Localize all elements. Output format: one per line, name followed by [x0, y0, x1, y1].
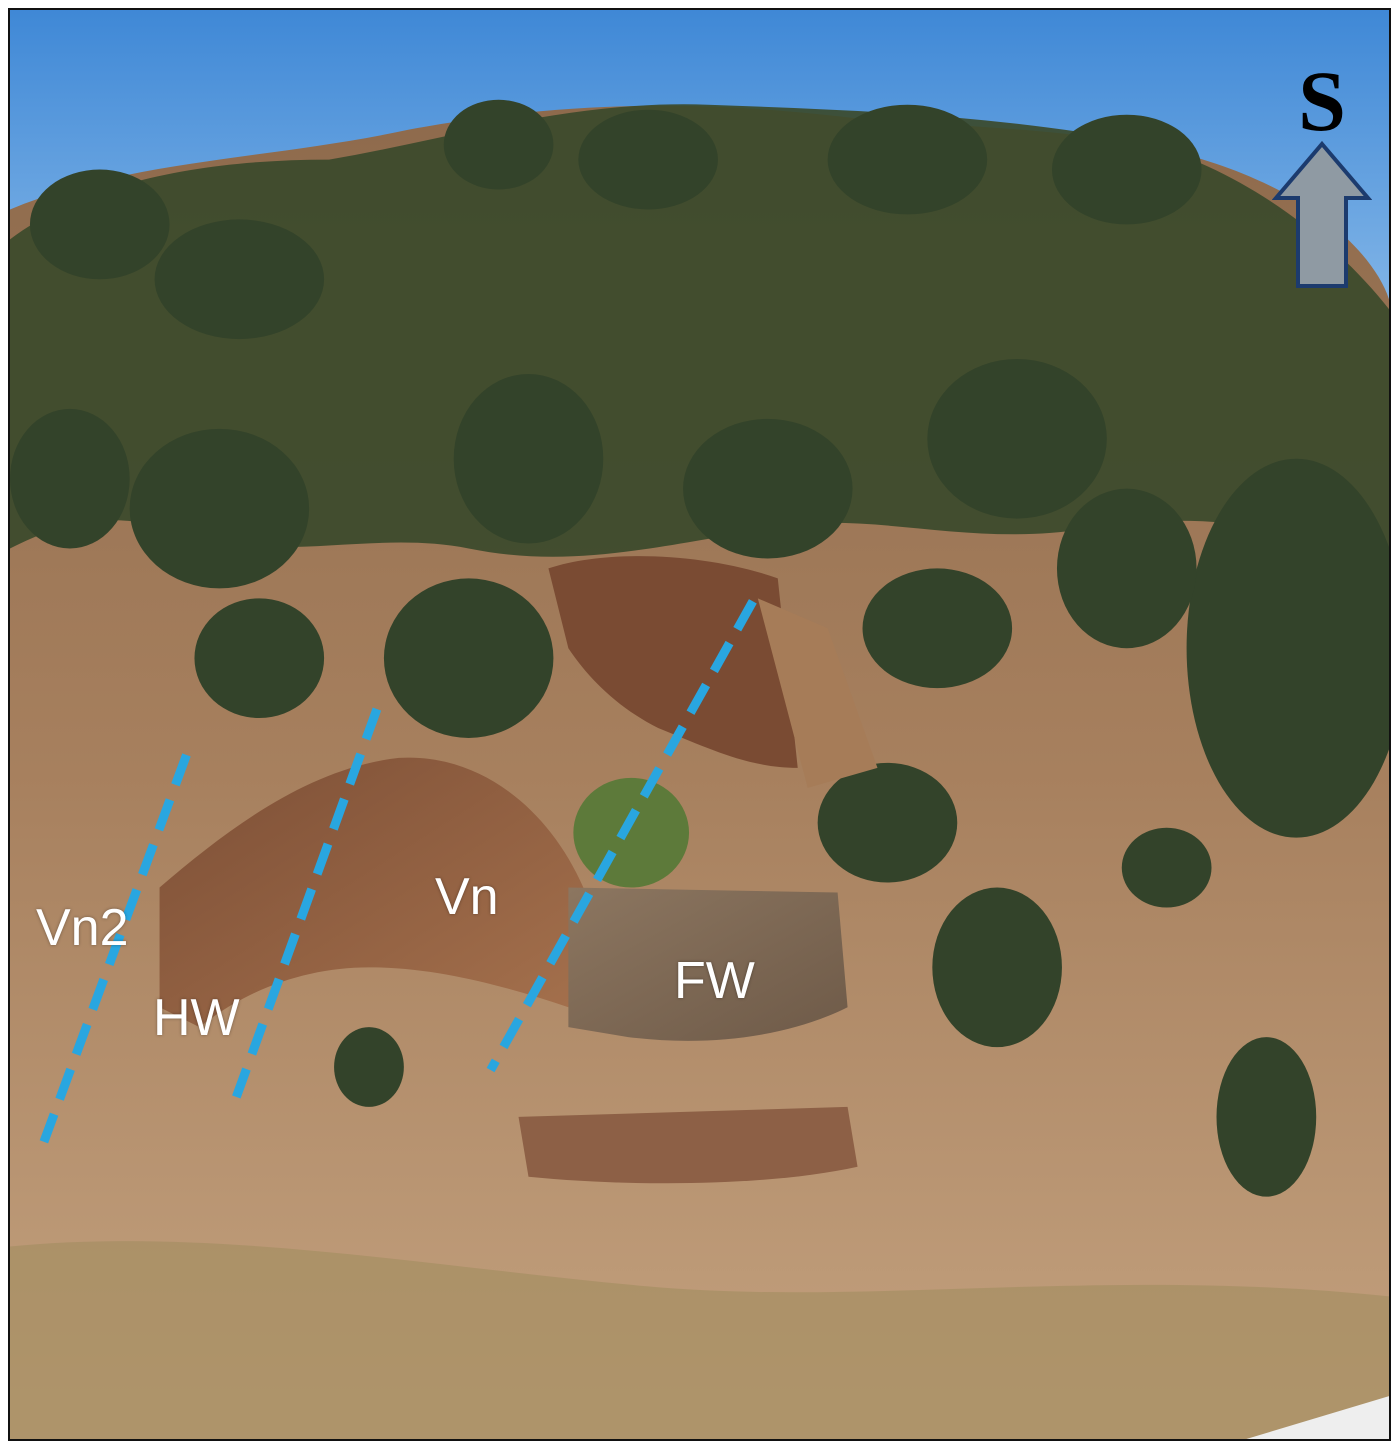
- contact-line-fw: [486, 599, 757, 1073]
- lower-bench: [518, 1106, 858, 1184]
- vein-outcrop: [159, 757, 584, 1028]
- contact-line-hw: [232, 707, 382, 1099]
- vein-contact-lines: [39, 599, 757, 1144]
- foreground-grass: [10, 1241, 1389, 1439]
- label-hw: HW: [153, 989, 240, 1047]
- green-bush: [573, 777, 690, 888]
- up-arrow-icon: [1272, 140, 1372, 288]
- upper-pit: [548, 556, 798, 768]
- hillside-scene: [10, 10, 1389, 1439]
- footwall-block: [568, 887, 848, 1041]
- label-fw: FW: [674, 952, 755, 1010]
- road-edge: [1246, 1396, 1389, 1439]
- pit-wall-right: [757, 598, 878, 788]
- label-vn: Vn: [435, 868, 499, 926]
- label-vn2: Vn2: [36, 899, 129, 957]
- direction-letter: S: [1298, 53, 1346, 149]
- trees: [10, 99, 1389, 1197]
- field-photo: Vn2 HW Vn FW S: [8, 8, 1391, 1441]
- direction-indicator: S: [1272, 58, 1372, 294]
- contact-line-vn2: [39, 753, 191, 1144]
